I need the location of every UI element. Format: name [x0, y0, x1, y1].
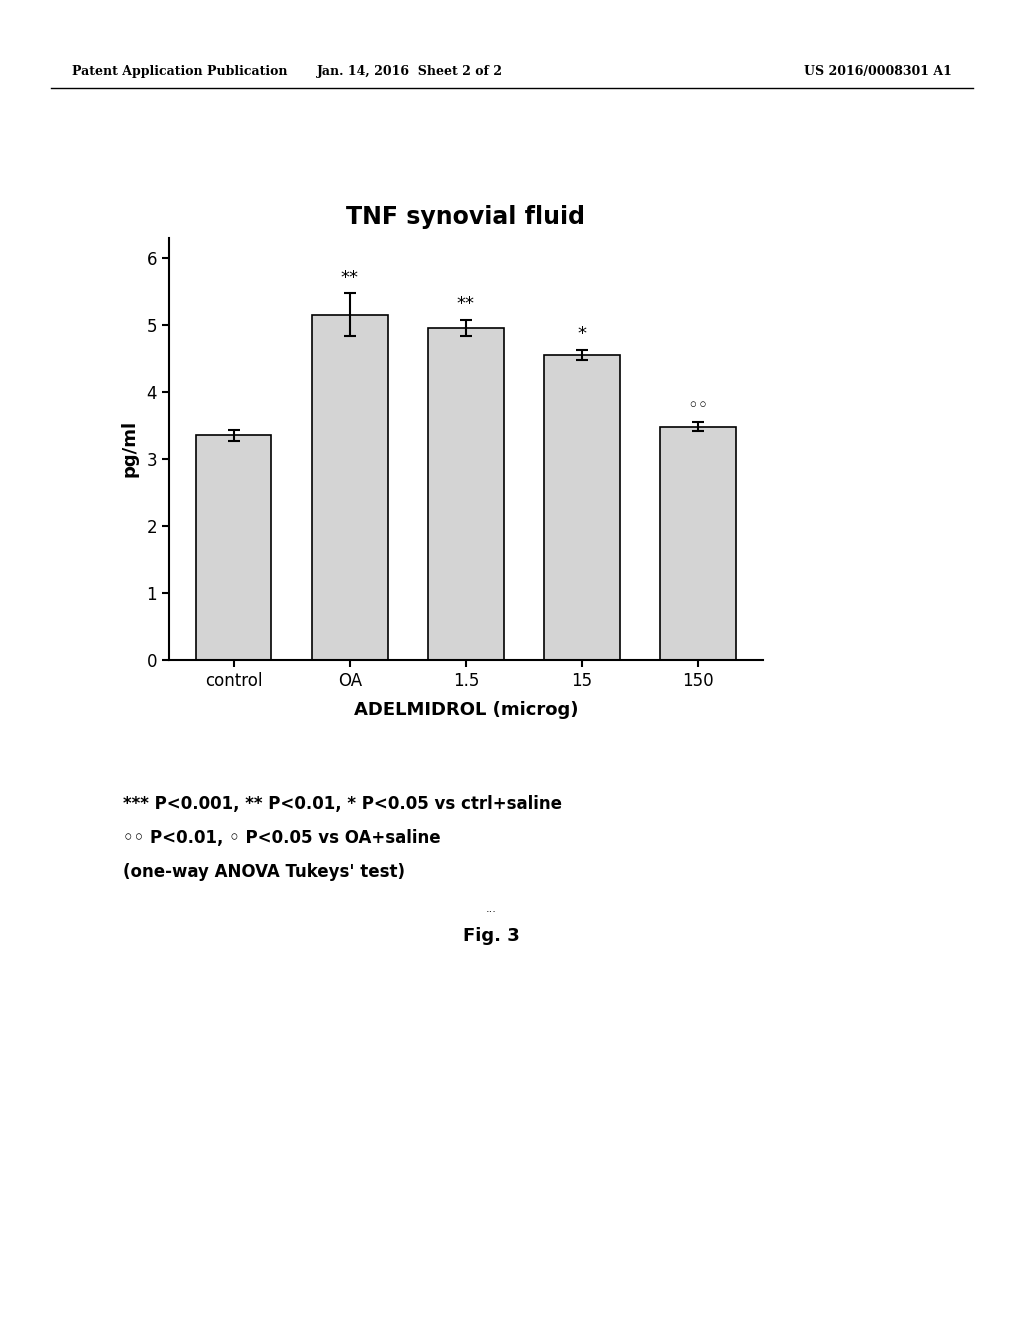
Text: *: * [578, 325, 587, 343]
Text: US 2016/0008301 A1: US 2016/0008301 A1 [805, 65, 952, 78]
Y-axis label: pg/ml: pg/ml [120, 420, 138, 478]
Title: TNF synovial fluid: TNF synovial fluid [346, 205, 586, 228]
Text: **: ** [457, 296, 475, 313]
Text: (one-way ANOVA Tukeys' test): (one-way ANOVA Tukeys' test) [123, 863, 404, 882]
Bar [545, 355, 620, 660]
Bar [196, 436, 271, 660]
Text: ...: ... [486, 904, 497, 915]
Bar [660, 426, 736, 660]
Bar [312, 314, 387, 660]
Text: Patent Application Publication: Patent Application Publication [72, 65, 287, 78]
Text: ◦◦: ◦◦ [687, 397, 709, 416]
X-axis label: ADELMIDROL (microg): ADELMIDROL (microg) [353, 701, 579, 719]
Text: *** P<0.001, ** P<0.01, * P<0.05 vs ctrl+saline: *** P<0.001, ** P<0.01, * P<0.05 vs ctrl… [123, 795, 562, 813]
Text: Jan. 14, 2016  Sheet 2 of 2: Jan. 14, 2016 Sheet 2 of 2 [316, 65, 503, 78]
Bar [428, 329, 504, 660]
Text: ◦◦ P<0.01, ◦ P<0.05 vs OA+saline: ◦◦ P<0.01, ◦ P<0.05 vs OA+saline [123, 829, 440, 847]
Text: Fig. 3: Fig. 3 [463, 927, 520, 945]
Text: **: ** [341, 268, 358, 286]
